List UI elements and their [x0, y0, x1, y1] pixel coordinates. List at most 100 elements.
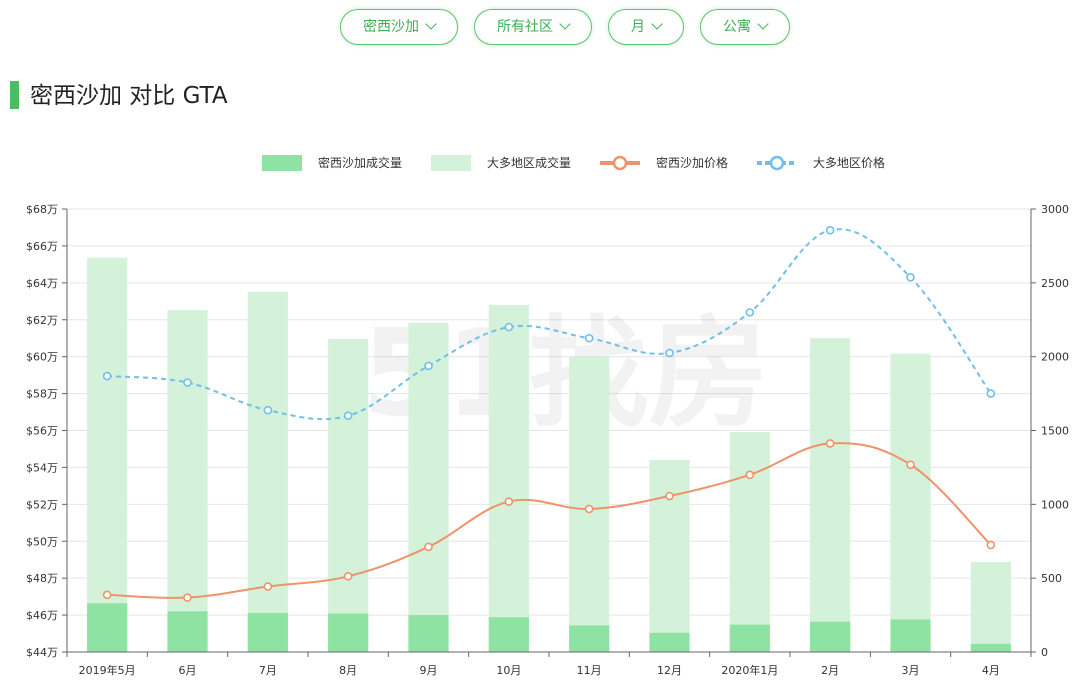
- y-right-tick-label: 3000: [1041, 203, 1069, 216]
- y-left-tick-label: $50万: [26, 535, 58, 548]
- x-tick-label: 7月: [259, 664, 277, 677]
- y-left-tick-label: $46万: [26, 609, 58, 622]
- period-select[interactable]: 月: [608, 9, 684, 45]
- gta-price-point: [102, 371, 112, 381]
- gta-price-point: [504, 322, 514, 332]
- gta-price-point: [906, 272, 915, 282]
- gta-volume-bar: [569, 356, 610, 652]
- local-price-point: [906, 460, 915, 469]
- local-volume-bar: [810, 621, 851, 652]
- page-title: 密西沙加 对比 GTA: [30, 83, 228, 109]
- local-volume-bar: [729, 624, 770, 652]
- community-select[interactable]: 所有社区: [474, 9, 592, 45]
- gta-volume-bar: [649, 460, 690, 652]
- local-price-point: [263, 582, 273, 591]
- x-tick-label: 2020年1月: [721, 663, 778, 677]
- gta-volume-bar: [87, 257, 128, 652]
- legend-label: 密西沙加价格: [656, 155, 728, 170]
- gta-price-point: [584, 333, 594, 343]
- y-left-tick-label: $52万: [26, 498, 58, 511]
- legend-label: 大多地区价格: [813, 155, 885, 170]
- local-volume-bar: [167, 611, 208, 652]
- gta-volume-bar: [810, 338, 851, 652]
- y-right-tick-label: 1000: [1041, 498, 1069, 511]
- local-volume-bars: [87, 603, 1011, 652]
- property-type-select[interactable]: 公寓: [700, 9, 790, 45]
- local-price-point: [343, 572, 353, 581]
- gta-volume-bar: [328, 338, 369, 652]
- legend-marker: [612, 155, 628, 171]
- local-volume-bar: [328, 613, 369, 652]
- local-volume-bar: [569, 625, 610, 652]
- y-left-tick-label: $54万: [26, 461, 58, 474]
- y-right-tick-label: 1500: [1041, 425, 1069, 438]
- community-select-label: 所有社区: [497, 19, 553, 35]
- city-select[interactable]: 密西沙加: [340, 9, 458, 45]
- local-volume-bar: [890, 619, 931, 652]
- local-volume-bar: [488, 617, 529, 652]
- gta-price-point: [825, 225, 835, 235]
- legend-swatch: [262, 155, 302, 171]
- local-price-point: [424, 542, 433, 552]
- gta-price-point: [343, 411, 353, 421]
- legend-marker: [769, 155, 785, 171]
- local-price-point: [825, 439, 835, 448]
- local-volume-bar: [970, 643, 1011, 652]
- y-left-tick-label: $66万: [26, 240, 58, 253]
- legend: 密西沙加成交量 大多地区成交量 密西沙加价格 大多地区价格: [262, 155, 885, 171]
- local-price-point: [183, 593, 192, 602]
- y-left-tick-label: $60万: [26, 351, 58, 364]
- city-select-label: 密西沙加: [363, 19, 419, 35]
- gta-price-point: [183, 378, 192, 387]
- gta-volume-bar: [970, 561, 1011, 652]
- local-volume-bar: [87, 603, 128, 652]
- filter-bar: 密西沙加 所有社区 月 公寓: [0, 9, 1092, 49]
- local-volume-bar: [649, 632, 690, 652]
- y-right-tick-label: 2500: [1041, 277, 1069, 290]
- y-left-tick-label: $58万: [26, 388, 58, 401]
- y-right-tick-label: 2000: [1041, 351, 1069, 364]
- x-tick-label: 4月: [982, 664, 1000, 677]
- x-tick-label: 2月: [821, 664, 839, 677]
- gta-volume-bar: [488, 304, 529, 652]
- x-tick-label: 8月: [339, 664, 357, 677]
- local-price-line: [107, 442, 992, 599]
- property-type-select-label: 公寓: [723, 19, 751, 35]
- legend-label: 大多地区成交量: [487, 155, 571, 170]
- gta-volume-bar: [408, 322, 449, 652]
- gta-price-point: [745, 308, 755, 317]
- gta-volume-bars: [87, 257, 1011, 652]
- x-tick-label: 2019年5月: [79, 663, 136, 677]
- y-left-tick-label: $56万: [26, 425, 58, 438]
- x-tick-label: 12月: [657, 664, 682, 677]
- gta-volume-bar: [890, 353, 931, 652]
- price-lines: [102, 225, 996, 602]
- legend-swatch: [431, 155, 471, 171]
- axes: $44万 $46万 $48万 $50万 $52万 $54万 $56万 $58万 $60万 $62万…: [26, 203, 1069, 677]
- period-select-label: 月: [631, 19, 645, 35]
- gta-price-point: [263, 405, 273, 415]
- title-accent-bar: [10, 81, 19, 109]
- x-tick-label: 11月: [577, 664, 602, 677]
- local-price-point: [102, 590, 112, 600]
- y-left-tick-label: $68万: [26, 203, 58, 216]
- y-left-tick-label: $48万: [26, 572, 58, 585]
- x-tick-label: 9月: [420, 664, 438, 677]
- grid-lines: [67, 208, 1031, 653]
- x-tick-label: 3月: [902, 664, 920, 677]
- y-right-tick-label: 500: [1041, 572, 1062, 585]
- y-right-tick-label: 0: [1041, 646, 1048, 659]
- y-left-tick-label: $44万: [26, 646, 58, 659]
- local-price-point: [504, 497, 514, 506]
- local-volume-bar: [408, 615, 449, 652]
- local-price-point: [665, 491, 674, 501]
- x-tick-label: 10月: [496, 664, 521, 677]
- local-price-point: [745, 470, 755, 480]
- gta-volume-bar: [729, 431, 770, 652]
- gta-volume-bar: [247, 291, 288, 652]
- x-tick-label: 6月: [179, 664, 197, 677]
- gta-price-point: [665, 348, 674, 358]
- legend-label: 密西沙加成交量: [318, 155, 402, 170]
- local-price-point: [986, 540, 996, 550]
